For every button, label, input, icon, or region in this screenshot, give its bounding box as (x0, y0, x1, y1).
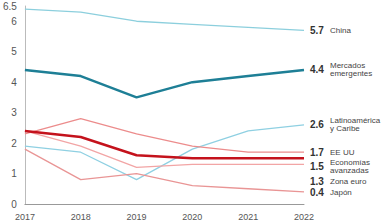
svg-text:China: China (330, 26, 351, 35)
svg-text:Zona euro: Zona euro (330, 177, 367, 186)
svg-text:2020: 2020 (182, 212, 202, 222)
svg-text:2: 2 (11, 138, 17, 149)
svg-text:2022: 2022 (294, 212, 314, 222)
svg-text:emergentes: emergentes (330, 69, 372, 78)
svg-text:Latinoamérica: Latinoamérica (330, 116, 381, 126)
svg-text:avanzadas: avanzadas (330, 166, 369, 175)
svg-text:4: 4 (11, 77, 17, 88)
svg-text:1.3: 1.3 (310, 176, 324, 187)
svg-text:Japón: Japón (330, 188, 352, 197)
svg-text:5: 5 (11, 46, 17, 57)
svg-text:3: 3 (11, 107, 17, 118)
svg-text:2019: 2019 (127, 212, 147, 222)
svg-text:5.7: 5.7 (310, 25, 324, 36)
svg-text:4.4: 4.4 (310, 64, 324, 75)
svg-text:2017: 2017 (15, 212, 35, 222)
svg-text:y Caribe: y Caribe (330, 124, 360, 133)
svg-text:2018: 2018 (71, 212, 91, 222)
svg-text:Economías: Economías (330, 158, 370, 168)
svg-text:1.7: 1.7 (310, 147, 324, 158)
svg-text:Mercados: Mercados (330, 61, 366, 71)
svg-text:EE UU: EE UU (330, 148, 355, 157)
svg-text:0.4: 0.4 (310, 187, 324, 198)
svg-text:1: 1 (11, 168, 17, 179)
svg-text:0: 0 (11, 199, 17, 210)
svg-text:1.5: 1.5 (310, 161, 324, 172)
svg-text:2021: 2021 (238, 212, 258, 222)
svg-text:6.5: 6.5 (3, 1, 17, 12)
svg-text:2.6: 2.6 (310, 119, 324, 130)
svg-text:6: 6 (11, 16, 17, 27)
